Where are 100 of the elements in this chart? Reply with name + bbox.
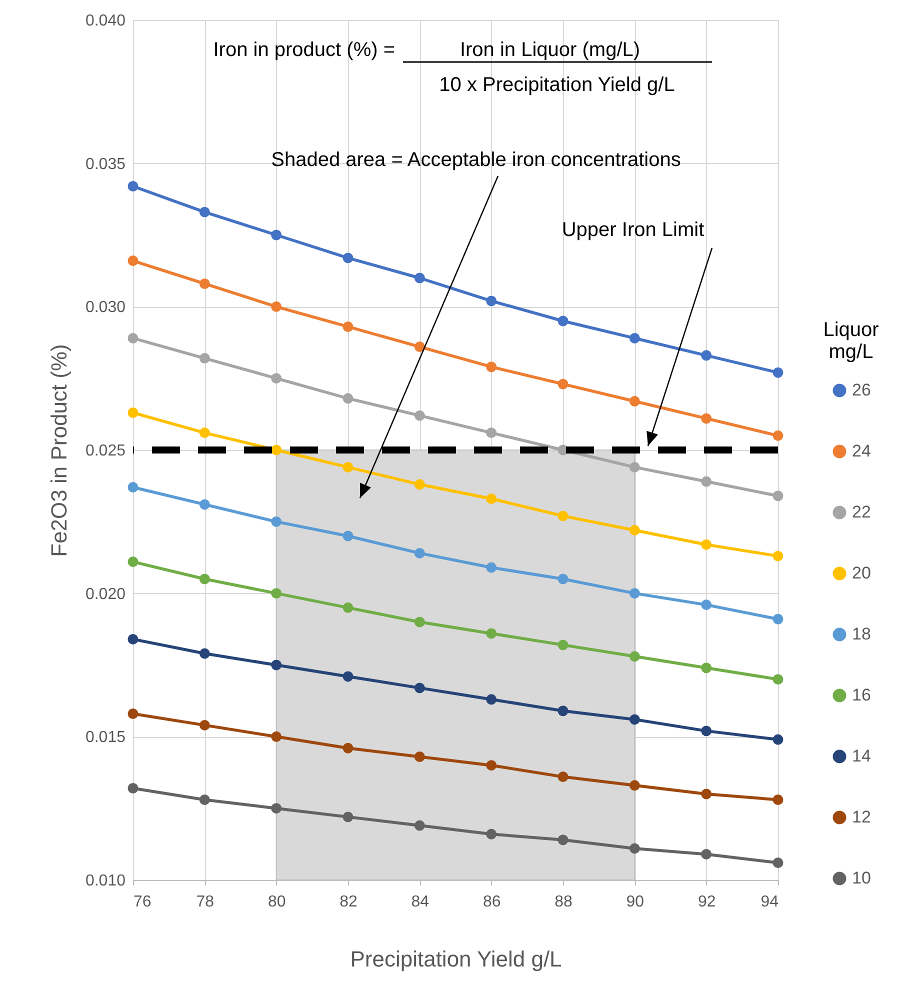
point bbox=[414, 820, 425, 831]
point bbox=[486, 494, 497, 504]
point bbox=[486, 428, 497, 438]
point bbox=[128, 708, 138, 719]
x-tick-label: 94 bbox=[760, 894, 779, 910]
point bbox=[342, 602, 354, 613]
point bbox=[342, 322, 354, 332]
x-tick-label: 88 bbox=[554, 894, 572, 910]
point bbox=[701, 726, 712, 736]
point bbox=[558, 378, 568, 390]
point bbox=[629, 525, 640, 536]
point bbox=[271, 731, 282, 742]
point bbox=[271, 516, 282, 527]
point bbox=[199, 353, 210, 364]
annotation: 10 x Precipitation Yield g/L bbox=[439, 74, 675, 96]
point bbox=[342, 462, 354, 472]
y-axis-title: Fe2O3 in Product (%) bbox=[46, 344, 72, 557]
point bbox=[271, 373, 282, 384]
point bbox=[128, 181, 138, 192]
point bbox=[772, 490, 784, 502]
x-tick-label: 80 bbox=[268, 894, 286, 910]
point bbox=[271, 803, 282, 814]
legend-label: 10 bbox=[852, 868, 871, 888]
legend-label: 26 bbox=[852, 380, 871, 400]
point bbox=[629, 651, 640, 662]
point bbox=[486, 760, 497, 771]
point bbox=[342, 393, 354, 404]
point bbox=[701, 788, 712, 800]
point bbox=[772, 614, 784, 624]
legend-label: 12 bbox=[852, 808, 871, 826]
y-tick-label: 0.040 bbox=[85, 12, 126, 30]
x-tick-label: 92 bbox=[698, 894, 716, 910]
x-axis-title: Precipitation Yield g/L bbox=[350, 946, 562, 972]
legend-title: Liquor mg/L bbox=[823, 319, 880, 363]
y-tick-label: 0.010 bbox=[85, 872, 126, 890]
y-tick-label: 0.030 bbox=[85, 299, 126, 316]
point bbox=[772, 858, 784, 868]
y-tick-label: 0.015 bbox=[85, 729, 126, 746]
point bbox=[629, 588, 640, 599]
point bbox=[199, 278, 210, 289]
point bbox=[271, 660, 282, 670]
point bbox=[414, 682, 425, 694]
point bbox=[772, 734, 784, 745]
point bbox=[629, 332, 640, 344]
point bbox=[701, 600, 712, 610]
point bbox=[414, 272, 425, 284]
point bbox=[199, 206, 210, 218]
point bbox=[486, 694, 497, 705]
point bbox=[271, 444, 282, 456]
point bbox=[486, 628, 497, 639]
point bbox=[271, 301, 282, 312]
point bbox=[128, 256, 138, 266]
point bbox=[701, 413, 712, 424]
annotation: Iron in product (%) = bbox=[213, 39, 395, 61]
point bbox=[199, 499, 210, 510]
band-label: Shaded area = Acceptable iron concentrations bbox=[271, 149, 681, 171]
legend-label: 24 bbox=[852, 442, 871, 460]
point bbox=[629, 780, 640, 791]
point bbox=[486, 296, 497, 306]
y-tick-label: 0.035 bbox=[85, 156, 126, 173]
point bbox=[701, 350, 712, 361]
y-tick-label: 0.025 bbox=[85, 442, 126, 460]
x-tick-label: 76 bbox=[134, 894, 152, 910]
point bbox=[199, 720, 210, 730]
x-tick-label: 82 bbox=[340, 894, 358, 910]
legend-label: 18 bbox=[852, 624, 871, 644]
point bbox=[558, 640, 568, 650]
point bbox=[199, 428, 210, 438]
point bbox=[342, 812, 354, 822]
point bbox=[772, 367, 784, 378]
point bbox=[342, 742, 354, 754]
point bbox=[558, 834, 568, 846]
point bbox=[128, 482, 138, 492]
point bbox=[701, 476, 712, 487]
point bbox=[414, 752, 425, 762]
point bbox=[558, 510, 568, 522]
point bbox=[199, 574, 210, 584]
point bbox=[128, 332, 138, 344]
point bbox=[558, 706, 568, 716]
point bbox=[414, 410, 425, 421]
point bbox=[629, 843, 640, 854]
point bbox=[701, 662, 712, 674]
x-tick-label: 78 bbox=[196, 894, 214, 910]
x-tick-label: 86 bbox=[482, 894, 501, 910]
legend-label: 14 bbox=[852, 746, 871, 766]
x-tick-label: 84 bbox=[411, 894, 430, 910]
ref-line-label: Upper Iron Limit bbox=[562, 219, 705, 241]
point bbox=[199, 794, 210, 805]
point bbox=[271, 588, 282, 599]
annotation: Iron in Liquor (mg/L) bbox=[460, 39, 640, 61]
point bbox=[342, 671, 354, 682]
legend-label: 22 bbox=[852, 502, 871, 522]
legend-label: 20 bbox=[852, 564, 871, 582]
point bbox=[414, 548, 425, 558]
point bbox=[629, 714, 640, 725]
point bbox=[414, 342, 425, 352]
point bbox=[772, 430, 784, 441]
point bbox=[486, 362, 497, 372]
point bbox=[414, 616, 425, 628]
point bbox=[486, 562, 497, 573]
